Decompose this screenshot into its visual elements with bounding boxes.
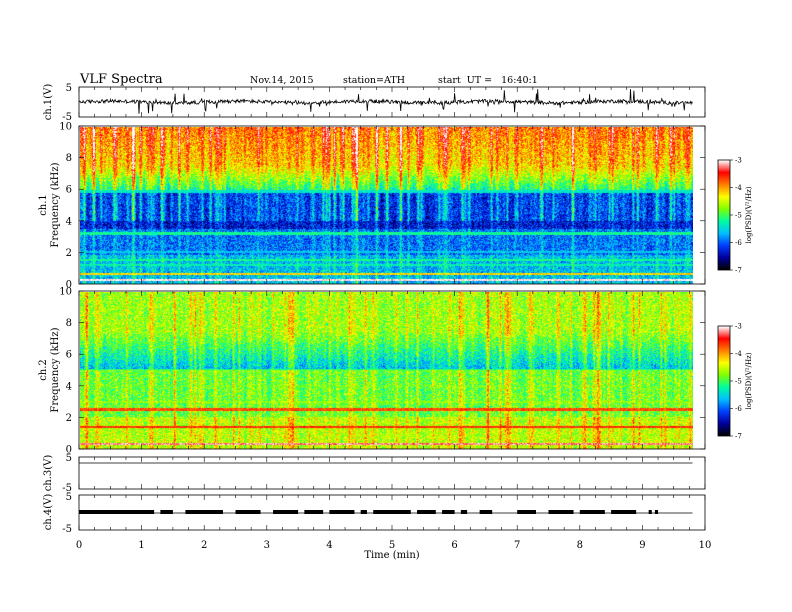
ch4-pulse [185, 510, 223, 514]
ch2-colorbar-tick-label: -7 [735, 433, 742, 441]
ch1-spectrogram-ytick-label: 10 [59, 122, 72, 133]
ch3-ytick-top: 5 [66, 453, 72, 464]
ch2-spectrogram-channel-label: ch.2 [38, 359, 49, 381]
x-tick-label: 8 [577, 540, 583, 551]
ch1-ytick-bottom: -5 [62, 112, 72, 123]
ch1-waveform-panel: 5 -5 ch.1(V) [43, 83, 706, 123]
ch4-pulse [79, 510, 155, 514]
ch2-colorbar: -7 -6 -5 -4 -3 log(PSD)(V²/Hz) [717, 323, 753, 441]
ch4-pulse [611, 510, 637, 514]
ch4-pulse [304, 510, 324, 514]
ch4-ytick-bottom: -5 [62, 524, 72, 535]
x-tick-label: 4 [326, 540, 332, 551]
ch1-spectrogram-ylabel: Frequency (kHz) [50, 162, 61, 247]
x-tick-label: 3 [264, 540, 270, 551]
ch2-colorbar-tick-label: -5 [735, 378, 742, 386]
ch2-colorbar-image [718, 326, 730, 436]
ch2-spectrogram-ytick-label: 6 [66, 350, 72, 361]
x-tick-label: 5 [389, 540, 395, 551]
header-date: Nov.14, 2015 [250, 75, 314, 86]
ch1-spectrogram-ytick-label: 0 [66, 280, 72, 291]
ch1-colorbar-title: log(PSD)(V²/Hz) [745, 186, 753, 243]
ch3-waveform-panel: 5 -5 ch.3(V) [43, 453, 706, 494]
x-tick-label: 6 [451, 540, 457, 551]
x-tick-label: 0 [76, 540, 82, 551]
ch2-spectrogram-ytick-label: 0 [66, 445, 72, 456]
ch4-pulse [360, 510, 367, 514]
x-axis-tick-labels: 0 1 2 3 4 5 6 7 8 9 10 [76, 540, 712, 551]
x-tick-label: 7 [514, 540, 520, 551]
ch4-waveform-panel: 5 -5 ch.4(V) [43, 492, 706, 535]
ch4-ytick-top: 5 [66, 492, 72, 503]
header-start-time: start UT = 16:40:1 [438, 75, 538, 86]
figure-title: VLF Spectra [79, 72, 163, 87]
x-tick-label: 9 [639, 540, 645, 551]
ch1-waveform-ylabel: ch.1(V) [43, 84, 54, 121]
ch4-pulse [273, 510, 299, 514]
ch1-colorbar-tick-label: -4 [735, 184, 742, 192]
ch4-pulse [460, 510, 468, 514]
ch3-waveform-ylabel: ch.3(V) [43, 455, 54, 492]
ch1-colorbar-tick-label: -6 [735, 239, 742, 247]
x-axis-title: Time (min) [364, 550, 419, 561]
ch4-pulse [654, 510, 659, 514]
ch1-colorbar-tick-label: -7 [735, 267, 742, 275]
x-tick-label: 10 [699, 540, 712, 551]
ch3-ytick-bottom: -5 [62, 483, 72, 494]
ch1-ytick-top: 5 [66, 83, 72, 94]
ch1-waveform-trace [78, 89, 693, 114]
ch2-spectrogram-ytick-label: 4 [66, 381, 72, 392]
ch4-pulse [479, 510, 493, 514]
ch2-colorbar-title: log(PSD)(V²/Hz) [745, 352, 753, 409]
ch1-colorbar-tick-label: -5 [735, 212, 742, 220]
x-tick-label: 1 [138, 540, 144, 551]
ch1-spectrogram-ytick-label: 4 [66, 216, 72, 227]
ch2-spectrogram-panel: 0 2 4 6 8 10 ch.2 Frequency (kHz) [38, 287, 706, 456]
ch1-spectrogram-panel: 0 2 4 6 8 10 ch.1 Frequency (kHz) [38, 122, 706, 291]
x-tick-label: 2 [201, 540, 207, 551]
ch4-waveform-ylabel: ch.4(V) [43, 494, 54, 531]
ch2-spectrogram-image [80, 292, 693, 449]
ch4-pulse [517, 510, 536, 514]
ch4-pulse [417, 510, 436, 514]
ch1-spectrogram-channel-label: ch.1 [38, 194, 49, 216]
ch4-pulse [442, 510, 455, 514]
ch2-colorbar-tick-label: -4 [735, 350, 742, 358]
ch1-colorbar-tick-label: -3 [735, 157, 742, 165]
ch2-colorbar-tick-label: -6 [735, 405, 742, 413]
ch1-spectrogram-ytick-label: 2 [66, 248, 72, 259]
ch2-spectrogram-ytick-label: 2 [66, 413, 72, 424]
header-station: station=ATH [343, 75, 405, 86]
ch4-pulse [548, 510, 574, 514]
ch4-pulse [579, 510, 605, 514]
ch1-spectrogram-ytick-label: 8 [66, 153, 72, 164]
ch4-pulse [235, 510, 261, 514]
ch4-pulse [648, 510, 652, 514]
ch4-pulse [160, 510, 173, 514]
ch4-pulse [329, 510, 355, 514]
ch1-spectrogram-ytick-label: 6 [66, 185, 72, 196]
ch1-colorbar: -7 -6 -5 -4 -3 log(PSD)(V²/Hz) [717, 157, 753, 275]
ch2-colorbar-tick-label: -3 [735, 323, 742, 331]
ch2-spectrogram-ylabel: Frequency (kHz) [50, 327, 61, 412]
ch1-colorbar-image [718, 160, 730, 270]
ch2-spectrogram-ytick-label: 8 [66, 318, 72, 329]
ch2-spectrogram-ytick-label: 10 [59, 287, 72, 298]
ch4-pulse [373, 510, 411, 514]
ch1-spectrogram-image [80, 127, 693, 284]
